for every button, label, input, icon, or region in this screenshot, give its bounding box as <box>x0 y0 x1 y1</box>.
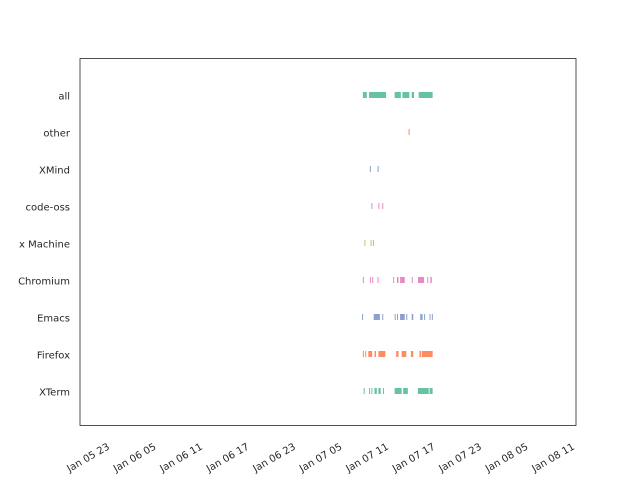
y-tick-label-emacs: Emacs <box>37 314 70 325</box>
interval-code-oss-0 <box>371 203 373 209</box>
interval-emacs-1 <box>373 314 380 320</box>
interval-all-4 <box>411 92 415 98</box>
interval-chromium-1 <box>369 277 371 283</box>
series-chromium <box>362 277 432 283</box>
interval-emacs-6 <box>406 314 408 320</box>
interval-chromium-5 <box>396 277 399 283</box>
interval-emacs-0 <box>362 314 364 320</box>
y-tick-label-xmind: XMind <box>39 166 70 177</box>
interval-all-5 <box>418 92 433 98</box>
y-tick-label-time-machine: x Machine <box>19 240 70 251</box>
interval-xterm-4 <box>378 388 381 394</box>
interval-chromium-6 <box>400 277 405 283</box>
interval-emacs-8 <box>420 314 423 320</box>
series-firefox <box>362 351 433 357</box>
y-tick-label-all: all <box>58 92 70 103</box>
interval-all-1 <box>369 92 387 98</box>
series-other <box>408 129 410 135</box>
interval-chromium-9 <box>427 277 429 283</box>
interval-xterm-8 <box>417 388 429 394</box>
interval-other-0 <box>408 129 410 135</box>
interval-firefox-3 <box>374 351 377 357</box>
y-tick-labels: all other XMind code-oss x Machine Chromium Em… <box>18 92 71 399</box>
interval-xterm-6 <box>394 388 402 394</box>
interval-xterm-2 <box>371 388 373 394</box>
interval-firefox-1 <box>365 351 367 357</box>
x-tick-label-4: Jan 06 23 <box>251 442 298 476</box>
interval-chromium-0 <box>362 277 364 283</box>
interval-time-machine-0 <box>364 240 366 246</box>
series-code-oss <box>371 203 384 209</box>
x-tick-label-9: Jan 08 05 <box>483 442 530 476</box>
interval-xterm-7 <box>403 388 408 394</box>
interval-chromium-2 <box>372 277 374 283</box>
interval-xterm-1 <box>369 388 371 394</box>
y-tick-label-code-oss: code-oss <box>26 203 70 214</box>
interval-firefox-9 <box>421 351 433 357</box>
x-tick-label-6: Jan 07 11 <box>344 442 391 476</box>
interval-chromium-3 <box>377 277 379 283</box>
interval-chromium-10 <box>430 277 432 283</box>
x-tick-label-0: Jan 05 23 <box>65 442 112 476</box>
interval-chromium-4 <box>393 277 395 283</box>
interval-firefox-0 <box>362 351 364 357</box>
x-tick-label-2: Jan 06 11 <box>158 442 205 476</box>
interval-time-machine-1 <box>370 240 372 246</box>
interval-code-oss-1 <box>378 203 380 209</box>
interval-firefox-6 <box>401 351 407 357</box>
interval-emacs-7 <box>411 314 414 320</box>
y-tick-label-firefox: Firefox <box>37 351 70 362</box>
interval-chromium-7 <box>411 277 413 283</box>
interval-xterm-5 <box>383 388 385 394</box>
interval-emacs-3 <box>394 314 396 320</box>
series-all <box>362 92 433 98</box>
x-tick-labels: Jan 05 23 Jan 06 05 Jan 06 11 Jan 06 17 Jan … <box>65 442 577 476</box>
interval-firefox-2 <box>368 351 373 357</box>
interval-all-2 <box>394 92 401 98</box>
interval-chromium-8 <box>417 277 425 283</box>
interval-xmind-1 <box>377 166 379 172</box>
y-tick-label-xterm: XTerm <box>39 388 70 399</box>
plot-frame <box>79 58 577 426</box>
series-emacs <box>362 314 433 320</box>
x-tick-label-10: Jan 08 11 <box>530 442 577 476</box>
x-tick-label-5: Jan 07 05 <box>297 442 344 476</box>
interval-xterm-0 <box>363 388 365 394</box>
x-tick-label-7: Jan 07 17 <box>390 442 437 476</box>
interval-emacs-11 <box>431 314 433 320</box>
x-tick-label-1: Jan 06 05 <box>111 442 158 476</box>
interval-firefox-7 <box>410 351 414 357</box>
interval-code-oss-2 <box>382 203 384 209</box>
interval-xmind-0 <box>369 166 371 172</box>
series-xmind <box>369 166 379 172</box>
interval-emacs-4 <box>396 314 398 320</box>
interval-emacs-5 <box>400 314 405 320</box>
interval-all-3 <box>402 92 410 98</box>
x-tick-label-8: Jan 07 23 <box>437 442 484 476</box>
interval-firefox-8 <box>419 351 421 357</box>
interval-xterm-3 <box>374 388 377 394</box>
series-xterm <box>363 388 433 394</box>
y-tick-label-other: other <box>43 129 71 140</box>
interval-emacs-9 <box>424 314 426 320</box>
interval-emacs-10 <box>429 314 431 320</box>
y-tick-label-chromium: Chromium <box>18 277 70 288</box>
x-tick-label-3: Jan 06 17 <box>204 442 251 476</box>
interval-emacs-2 <box>382 314 384 320</box>
interval-firefox-5 <box>396 351 399 357</box>
interval-all-0 <box>362 92 367 98</box>
plot-background <box>80 58 576 426</box>
interval-xterm-9 <box>429 388 433 394</box>
interval-firefox-4 <box>378 351 386 357</box>
interval-marks <box>362 92 433 394</box>
series-time-machine <box>364 240 374 246</box>
interval-time-machine-2 <box>372 240 374 246</box>
